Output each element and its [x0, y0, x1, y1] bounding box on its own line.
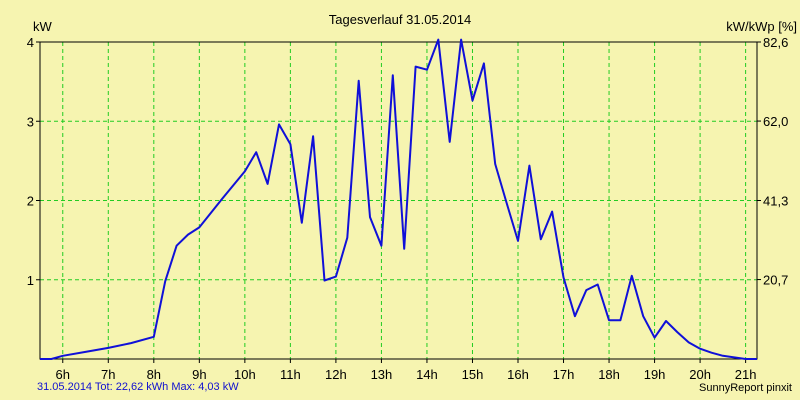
x-tick-label: 11h — [280, 367, 301, 382]
x-tick-label: 21h — [735, 367, 757, 382]
y-tick-label-left: 3 — [27, 114, 34, 129]
y-axis-left: 1 2 3 4 — [27, 35, 40, 288]
x-tick-label: 15h — [462, 367, 484, 382]
x-tick-label: 8h — [147, 367, 161, 382]
chart-title: Tagesverlauf 31.05.2014 — [329, 12, 471, 27]
x-axis: 6h 7h 8h 9h 10h 11h 12h 13h 14h 15h 16h 17h 18h 19h 20… — [56, 359, 757, 382]
x-tick-label: 16h — [507, 367, 529, 382]
x-tick-label: 13h — [371, 367, 393, 382]
y-axis-right: 20,7 41,3 62,0 82,6 — [757, 35, 788, 288]
y-axis-label-right: kW/kWp [%] — [726, 19, 797, 34]
y-axis-label-left: kW — [33, 19, 53, 34]
x-tick-label: 12h — [325, 367, 347, 382]
grid-lines — [40, 41, 757, 359]
x-tick-label: 17h — [553, 367, 575, 382]
y-tick-label-right: 82,6 — [763, 35, 788, 50]
y-tick-label-right: 62,0 — [763, 114, 788, 129]
y-tick-label-left: 4 — [27, 35, 34, 50]
y-tick-label-left: 2 — [27, 194, 34, 209]
x-tick-label: 19h — [644, 367, 666, 382]
x-tick-label: 14h — [416, 367, 438, 382]
x-tick-label: 18h — [598, 367, 620, 382]
power-series-line — [40, 38, 757, 360]
footer-credit: SunnyReport pinxit — [699, 382, 792, 394]
x-tick-label: 20h — [689, 367, 711, 382]
y-tick-label-right: 41,3 — [763, 194, 788, 209]
x-tick-label: 9h — [192, 367, 206, 382]
y-tick-label-right: 20,7 — [763, 273, 788, 288]
x-tick-label: 6h — [56, 367, 70, 382]
x-tick-label: 7h — [101, 367, 115, 382]
x-tick-label: 10h — [234, 367, 256, 382]
footer-summary: 31.05.2014 Tot: 22,62 kWh Max: 4,03 kW — [37, 381, 239, 393]
y-tick-label-left: 1 — [27, 273, 34, 288]
